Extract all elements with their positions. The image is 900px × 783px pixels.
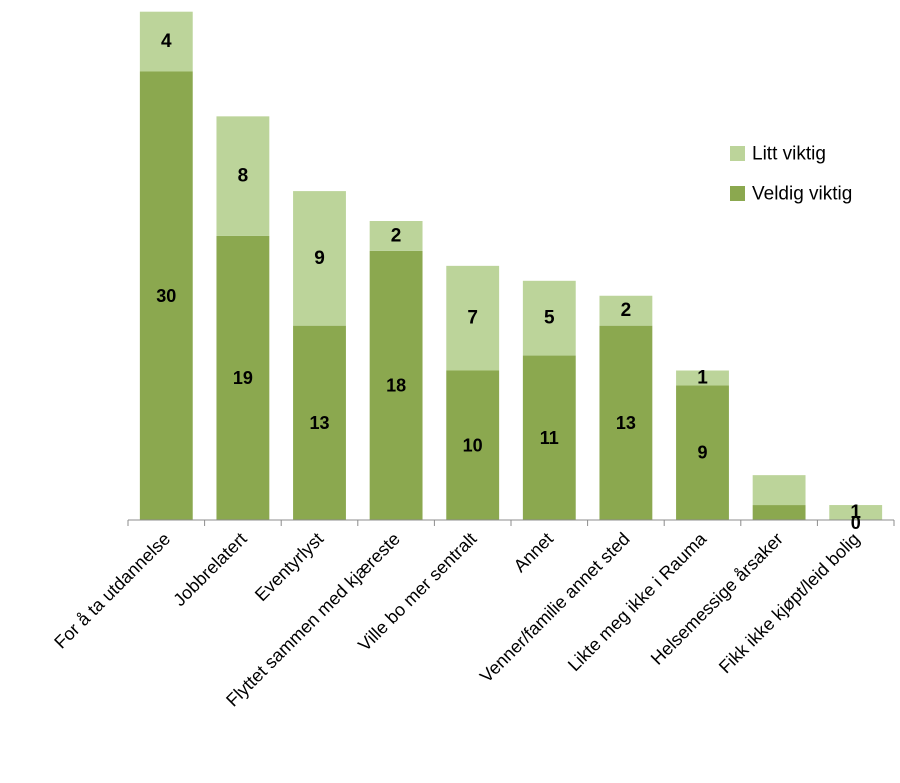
- bar-litt-viktig-fikk-ikke-kj-pt-leid-bolig: [829, 505, 883, 520]
- category-label-for-ta-utdannelse: For å ta utdannelse: [50, 529, 174, 653]
- legend-swatch-veldig-viktig: [730, 186, 745, 201]
- category-label-helsemessige-rsaker: Helsemessige årsaker: [647, 529, 787, 669]
- bar-veldig-viktig-likte-meg-ikke-i-rauma: [676, 385, 729, 520]
- bar-litt-viktig-likte-meg-ikke-i-rauma: [676, 370, 729, 386]
- data-label-veldig-viktig-annet: 11: [540, 428, 559, 448]
- category-label-likte-meg-ikke-i-rauma: Likte meg ikke i Rauma: [564, 528, 711, 675]
- bar-veldig-viktig-annet: [522, 355, 576, 520]
- data-label-litt-viktig-venner-familie-annet-sted: 2: [621, 300, 632, 321]
- bar-veldig-viktig-helsemessige-rsaker: [752, 505, 806, 520]
- data-label-litt-viktig-fikk-ikke-kj-pt-leid-bolig: 1: [850, 502, 861, 523]
- legend-label-veldig-viktig: Veldig viktig: [752, 184, 852, 205]
- bar-litt-viktig-for-ta-utdannelse: [139, 11, 193, 72]
- data-label-veldig-viktig-fikk-ikke-kj-pt-leid-bolig: 0: [851, 513, 861, 533]
- bar-veldig-viktig-eventyrlyst: [293, 325, 346, 520]
- bar-litt-viktig-ville-bo-mer-sentralt: [446, 265, 500, 371]
- legend: Litt viktig Veldig viktig: [730, 144, 852, 205]
- bar-veldig-viktig-flyttet-sammen-med-kj-reste: [369, 250, 423, 520]
- data-label-veldig-viktig-jobbrelatert: 19: [233, 368, 253, 388]
- bar-veldig-viktig-for-ta-utdannelse: [139, 71, 193, 520]
- bar-litt-viktig-helsemessige-rsaker: [752, 475, 806, 506]
- data-label-veldig-viktig-likte-meg-ikke-i-rauma: 9: [697, 443, 707, 463]
- data-label-veldig-viktig-flyttet-sammen-med-kj-reste: 18: [386, 375, 406, 395]
- legend-swatch-litt-viktig: [730, 146, 745, 161]
- data-label-veldig-viktig-venner-familie-annet-sted: 13: [616, 413, 636, 433]
- data-label-litt-viktig-flyttet-sammen-med-kj-reste: 2: [391, 225, 402, 246]
- category-label-eventyrlyst: Eventyrlyst: [251, 529, 327, 605]
- bar-litt-viktig-venner-familie-annet-sted: [599, 295, 653, 326]
- data-label-litt-viktig-ville-bo-mer-sentralt: 7: [467, 308, 478, 329]
- bar-veldig-viktig-ville-bo-mer-sentralt: [446, 370, 500, 520]
- category-label-jobbrelatert: Jobbrelatert: [169, 529, 250, 610]
- category-label-fikk-ikke-kj-pt-leid-bolig: Fikk ikke kjøpt/leid bolig: [715, 529, 864, 678]
- data-label-litt-viktig-for-ta-utdannelse: 4: [161, 31, 172, 52]
- data-label-litt-viktig-eventyrlyst: 9: [314, 248, 325, 269]
- data-label-litt-viktig-likte-meg-ikke-i-rauma: 1: [697, 367, 708, 388]
- data-label-litt-viktig-jobbrelatert: 8: [238, 166, 249, 187]
- bar-litt-viktig-flyttet-sammen-med-kj-reste: [369, 221, 423, 251]
- bar-veldig-viktig-venner-familie-annet-sted: [599, 325, 653, 520]
- category-label-venner-familie-annet-sted: Venner/familie annet sted: [476, 529, 634, 687]
- bar-veldig-viktig-jobbrelatert: [216, 235, 270, 520]
- bar-litt-viktig-eventyrlyst: [293, 191, 346, 326]
- bars-layer: [139, 11, 883, 520]
- bar-litt-viktig-annet: [522, 280, 576, 356]
- data-label-litt-viktig-annet: 5: [544, 308, 555, 329]
- legend-label-litt-viktig: Litt viktig: [752, 144, 826, 165]
- data-label-veldig-viktig-ville-bo-mer-sentralt: 10: [463, 435, 483, 455]
- category-label-annet: Annet: [510, 529, 557, 576]
- x-axis: [127, 519, 895, 526]
- data-label-veldig-viktig-for-ta-utdannelse: 30: [156, 286, 176, 306]
- data-label-veldig-viktig-eventyrlyst: 13: [309, 413, 329, 433]
- bar-litt-viktig-jobbrelatert: [216, 116, 270, 236]
